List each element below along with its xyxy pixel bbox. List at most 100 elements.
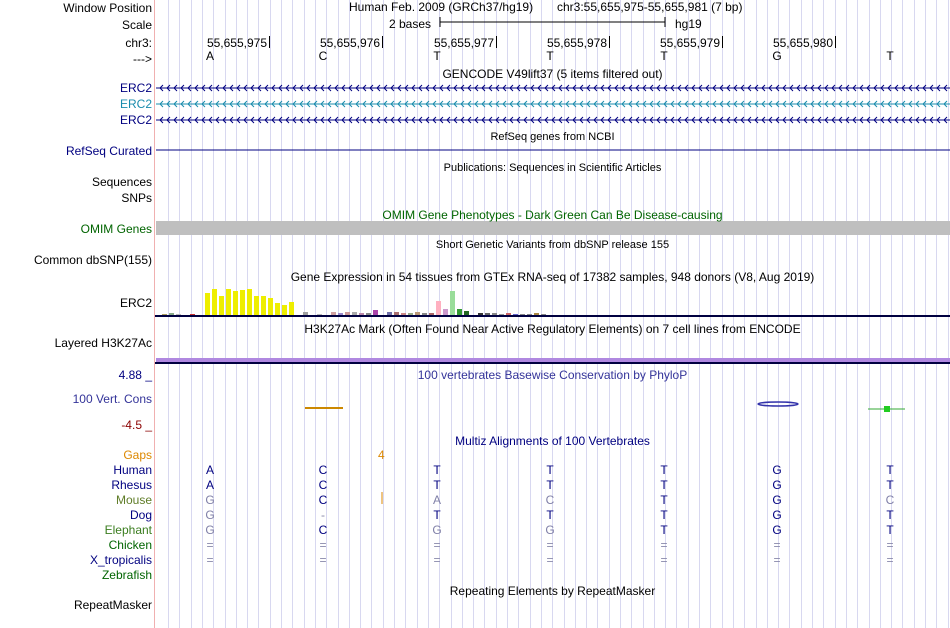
omim-genes-label[interactable]: OMIM Genes — [80, 222, 152, 236]
gencode-item-label[interactable]: ERC2 — [119, 97, 152, 111]
phylop-label[interactable]: 100 Vert. Cons — [72, 392, 152, 406]
species-label[interactable]: Dog — [129, 508, 152, 522]
gaps-label[interactable]: Gaps — [123, 448, 152, 462]
ruler-position-label: 55,655,976 — [319, 36, 380, 50]
omim-track-title[interactable]: OMIM Gene Phenotypes - Dark Green Can Be… — [382, 208, 723, 222]
species-label[interactable]: Elephant — [104, 523, 152, 537]
publications-snps-label[interactable]: SNPs — [121, 191, 152, 205]
gtex-tissue-bar — [190, 314, 195, 315]
gtex-tissue-bar — [415, 312, 420, 315]
species-label[interactable]: Zebrafish — [101, 568, 152, 582]
grid-line — [620, 0, 621, 628]
gaps-value: 4 — [378, 448, 385, 462]
gtex-tissue-bar — [499, 314, 504, 315]
gencode-item-label[interactable]: ERC2 — [119, 113, 152, 127]
grid-line — [484, 0, 485, 628]
species-label[interactable]: Chicken — [108, 538, 152, 552]
gtex-tissue-bar — [205, 293, 210, 315]
gtex-tissue-bar — [478, 313, 483, 315]
alignment-base: G — [545, 523, 555, 537]
h3k27ac-signal — [156, 358, 950, 362]
grid-line — [473, 0, 474, 628]
gtex-tissue-bar — [429, 313, 434, 315]
grid-line — [914, 0, 915, 628]
gtex-tissue-bar — [513, 314, 518, 315]
multiz-track-title[interactable]: Multiz Alignments of 100 Vertebrates — [455, 434, 650, 448]
alignment-base: G — [432, 523, 442, 537]
grid-line — [586, 0, 587, 628]
scale-db: hg19 — [675, 17, 702, 31]
repeatmasker-track-title[interactable]: Repeating Elements by RepeatMasker — [449, 584, 656, 598]
gtex-tissue-bar — [345, 312, 350, 315]
grid-line — [744, 0, 745, 628]
image-left-divider — [154, 0, 155, 628]
alignment-base: C — [318, 523, 328, 537]
alignment-base: T — [433, 463, 441, 477]
phylop-track-title[interactable]: 100 vertebrates Basewise Conservation by… — [417, 368, 688, 382]
alignment-base: - — [321, 508, 325, 522]
gtex-tissue-bar — [541, 314, 546, 315]
gtex-tissue-bar — [240, 290, 245, 315]
omim-gene-bar — [156, 221, 950, 235]
ruler-tick — [382, 36, 383, 48]
grid-line — [733, 0, 734, 628]
alignment-base: G — [772, 463, 782, 477]
refseq-track-title[interactable]: RefSeq genes from NCBI — [490, 131, 615, 143]
gtex-tissue-bar — [436, 301, 441, 315]
ruler-tick — [609, 36, 610, 48]
grid-line — [835, 0, 836, 628]
grid-line — [823, 0, 824, 628]
phylop-max-value: 4.88 _ — [118, 368, 152, 382]
alignment-base: = — [319, 553, 327, 567]
alignment-base: = — [319, 538, 327, 552]
gtex-tissue-bar — [443, 309, 448, 315]
gtex-erc2-label[interactable]: ERC2 — [119, 296, 152, 310]
species-label[interactable]: X_tropicalis — [89, 553, 152, 567]
sequence-base: T — [886, 49, 894, 63]
dbsnp-label[interactable]: Common dbSNP(155) — [33, 253, 152, 267]
publications-track-title[interactable]: Publications: Sequences in Scientific Ar… — [443, 162, 662, 174]
species-label[interactable]: Rhesus — [111, 478, 152, 492]
gtex-tissue-bar — [275, 303, 280, 315]
grid-line — [846, 0, 847, 628]
gencode-track-title[interactable]: GENCODE V49lift37 (5 items filtered out) — [442, 67, 663, 81]
grid-line — [688, 0, 689, 628]
gtex-tissue-bar — [352, 312, 357, 315]
sequence-base: C — [318, 49, 328, 63]
alignment-base: T — [433, 478, 441, 492]
gtex-tissue-bar — [422, 313, 427, 315]
grid-line — [609, 0, 610, 628]
gtex-tissue-bar — [401, 313, 406, 315]
alignment-base: A — [432, 493, 441, 507]
alignment-base: T — [546, 508, 554, 522]
species-label[interactable]: Mouse — [115, 493, 152, 507]
alignment-base: = — [660, 538, 668, 552]
species-label[interactable]: Human — [113, 463, 152, 477]
gtex-tissue-bar — [359, 313, 364, 315]
gtex-track-title[interactable]: Gene Expression in 54 tissues from GTEx … — [290, 270, 815, 284]
grid-line — [428, 0, 429, 628]
grid-line — [710, 0, 711, 628]
h3k27ac-track-title[interactable]: H3K27Ac Mark (Often Found Near Active Re… — [304, 322, 801, 336]
h3k27ac-label[interactable]: Layered H3K27Ac — [54, 336, 152, 350]
chrom-label: chr3: — [125, 36, 152, 50]
gencode-item-label[interactable]: ERC2 — [119, 81, 152, 95]
ruler-tick — [835, 36, 836, 48]
alignment-base: = — [546, 553, 554, 567]
grid-line — [722, 0, 723, 628]
alignment-base: C — [318, 463, 328, 477]
gtex-tissue-bar — [254, 296, 259, 315]
alignment-base: = — [773, 538, 781, 552]
grid-line — [326, 0, 327, 628]
gtex-tissue-bar — [268, 298, 273, 315]
refseq-curated-label[interactable]: RefSeq Curated — [65, 144, 152, 158]
gtex-tissue-bar — [303, 312, 308, 315]
scale-label: Scale — [121, 18, 152, 32]
gtex-tissue-bar — [162, 314, 167, 315]
repeatmasker-label[interactable]: RepeatMasker — [73, 598, 152, 612]
gtex-tissue-bar — [464, 311, 469, 315]
dbsnp-track-title[interactable]: Short Genetic Variants from dbSNP releas… — [435, 239, 670, 251]
grid-line — [891, 0, 892, 628]
gtex-tissue-bar — [317, 314, 322, 315]
publications-sequences-label[interactable]: Sequences — [91, 175, 152, 189]
